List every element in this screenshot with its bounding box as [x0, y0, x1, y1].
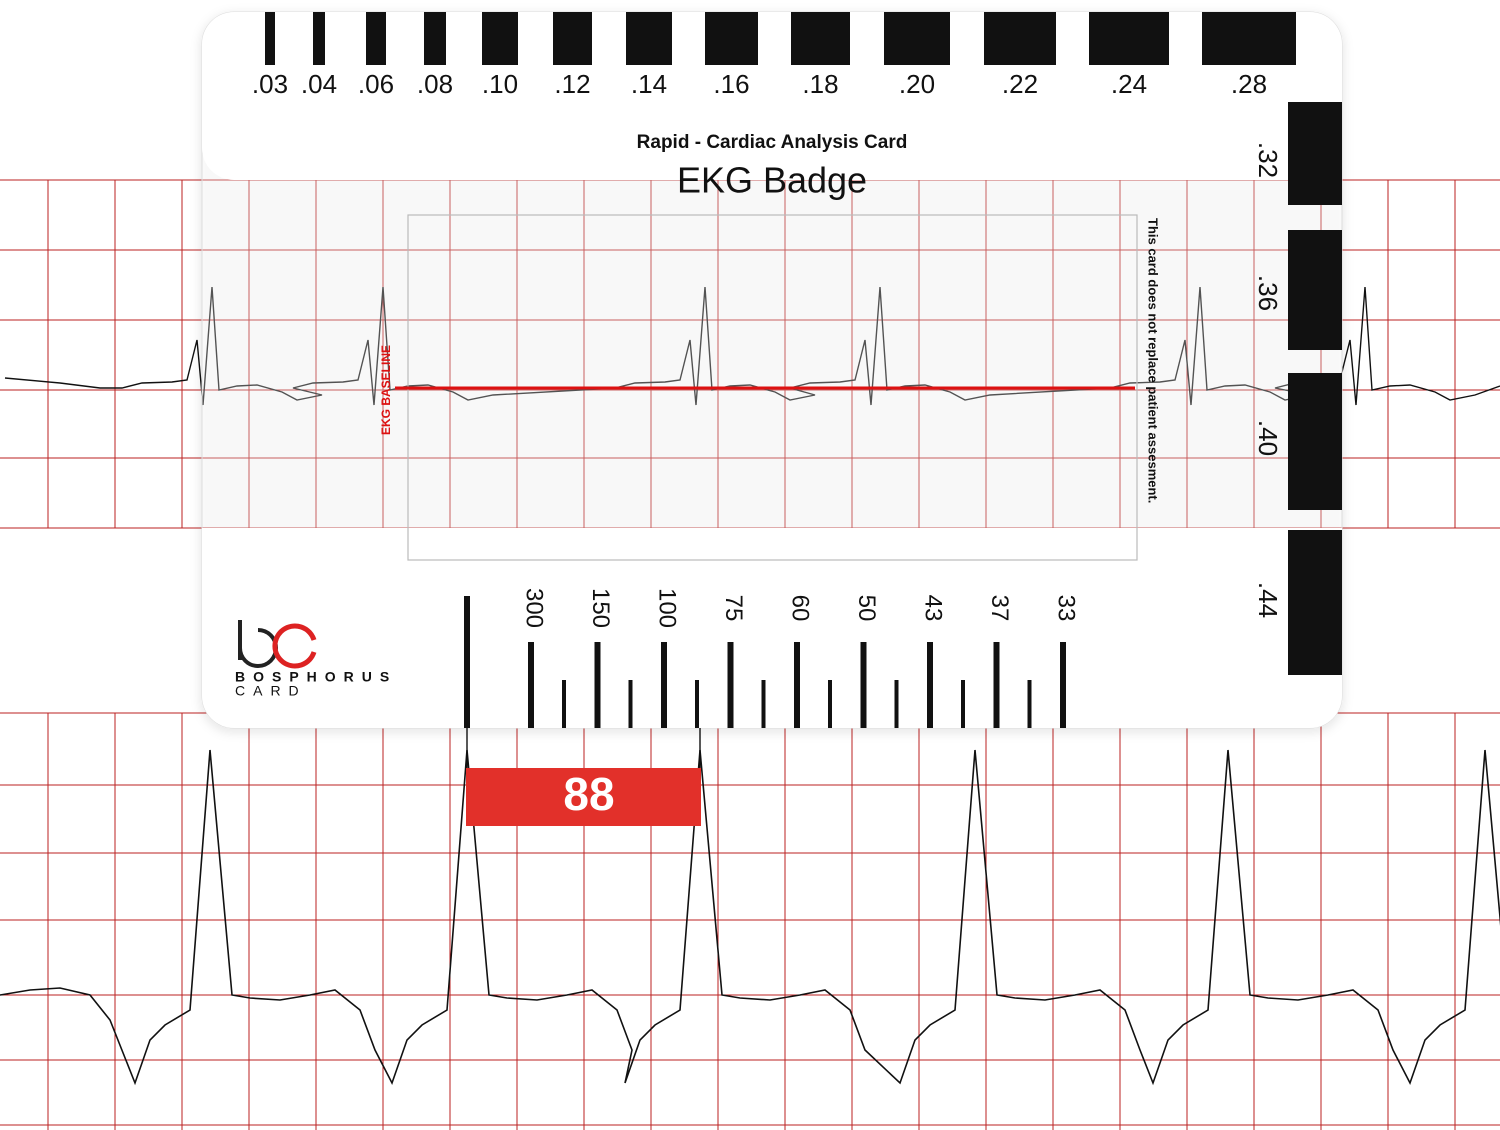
ekg-trace	[0, 749, 1500, 1086]
rate-minor-bar	[1027, 680, 1032, 728]
rate-bar	[927, 642, 933, 728]
logo: BOSPHORUS CARD	[235, 620, 397, 699]
rate-label: 37	[986, 595, 1013, 622]
qt-label: .36	[1253, 275, 1283, 311]
interval-bar	[313, 12, 325, 65]
rate-start-bar	[464, 596, 470, 728]
qt-bar	[1288, 530, 1342, 675]
interval-bar	[553, 12, 592, 65]
rate-label: 60	[787, 595, 814, 622]
interval-bar	[424, 12, 446, 65]
rate-bar	[993, 642, 1000, 728]
rate-bar	[1060, 642, 1066, 728]
interval-label: .16	[713, 69, 749, 99]
card-subtitle: Rapid - Cardiac Analysis Card	[637, 132, 908, 153]
interval-label: .22	[1002, 69, 1038, 99]
qt-bar	[1288, 230, 1342, 350]
interval-label: .10	[482, 69, 518, 99]
interval-label: .03	[252, 69, 288, 99]
rate-label: 33	[1053, 595, 1080, 622]
interval-bar	[791, 12, 850, 65]
scales: .03 .04 .06 .08 .10 .12 .14 .16 .18 .20 .22 .24 .28.…	[252, 12, 1342, 728]
rate-bar	[727, 642, 734, 728]
rate-label: 75	[720, 595, 747, 622]
logo-mark	[272, 623, 317, 669]
interval-bar	[626, 12, 672, 65]
interval-label: .04	[301, 69, 337, 99]
logo-mark	[238, 620, 278, 668]
rate-label: 50	[853, 595, 880, 622]
rate-bar	[594, 642, 601, 728]
interval-label: .08	[417, 69, 453, 99]
rate-label: 300	[521, 588, 548, 628]
brand-sub: CARD	[235, 683, 307, 699]
interval-bar	[984, 12, 1056, 65]
rate-label: 100	[654, 588, 681, 628]
rate-minor-bar	[894, 680, 899, 728]
rate-minor-bar	[761, 680, 766, 728]
rate-label: 43	[920, 595, 947, 622]
rate-bar	[794, 642, 800, 728]
interval-bar	[884, 12, 950, 65]
baseline-label: EKG BASELINE	[379, 345, 393, 435]
qt-label: .32	[1253, 142, 1283, 178]
rate-bar	[860, 642, 867, 728]
interval-label: .28	[1231, 69, 1267, 99]
interval-bar	[366, 12, 386, 65]
interval-bar	[482, 12, 518, 65]
interval-label: .20	[899, 69, 935, 99]
disclaimer: This card does not replace patient asses…	[1146, 218, 1161, 503]
rate-minor-bar	[562, 680, 566, 728]
interval-label: .14	[631, 69, 667, 99]
interval-label: .12	[554, 69, 590, 99]
rate-reading: 88	[563, 768, 614, 820]
card-title: EKG Badge	[677, 160, 867, 201]
interval-bar	[705, 12, 758, 65]
rate-minor-bar	[961, 680, 965, 728]
qt-label: .40	[1253, 420, 1283, 456]
rate-bar	[528, 642, 534, 728]
interval-label: .18	[802, 69, 838, 99]
rate-minor-bar	[695, 680, 699, 728]
qt-label: .44	[1253, 582, 1283, 618]
rate-bar	[661, 642, 667, 728]
rate-minor-bar	[628, 680, 633, 728]
rate-label: 150	[587, 588, 614, 628]
qt-bar	[1288, 102, 1342, 205]
card-bottom-fill	[202, 528, 1342, 588]
rate-box	[466, 768, 701, 826]
rate-minor-bar	[828, 680, 832, 728]
interval-label: .06	[358, 69, 394, 99]
interval-label: .24	[1111, 69, 1147, 99]
interval-bar	[265, 12, 275, 65]
qt-bar	[1288, 373, 1342, 510]
interval-bar	[1202, 12, 1296, 65]
brand-name: BOSPHORUS	[235, 669, 397, 685]
interval-bar	[1089, 12, 1169, 65]
